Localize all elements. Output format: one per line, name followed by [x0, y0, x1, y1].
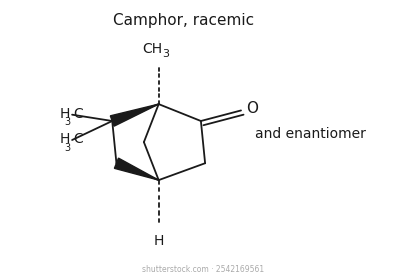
Text: O: O — [245, 101, 258, 116]
Text: H: H — [60, 107, 70, 121]
Polygon shape — [110, 104, 158, 126]
Text: 3: 3 — [64, 143, 70, 153]
Text: Camphor, racemic: Camphor, racemic — [113, 13, 254, 28]
Polygon shape — [114, 158, 158, 180]
Text: and enantiomer: and enantiomer — [255, 127, 365, 141]
Text: CH: CH — [142, 42, 162, 56]
Text: C: C — [73, 107, 83, 121]
Text: 3: 3 — [64, 117, 70, 127]
Text: 3: 3 — [162, 48, 168, 59]
Text: C: C — [73, 132, 83, 146]
Text: H: H — [153, 234, 164, 248]
Text: shutterstock.com · 2542169561: shutterstock.com · 2542169561 — [142, 265, 263, 274]
Text: H: H — [60, 132, 70, 146]
